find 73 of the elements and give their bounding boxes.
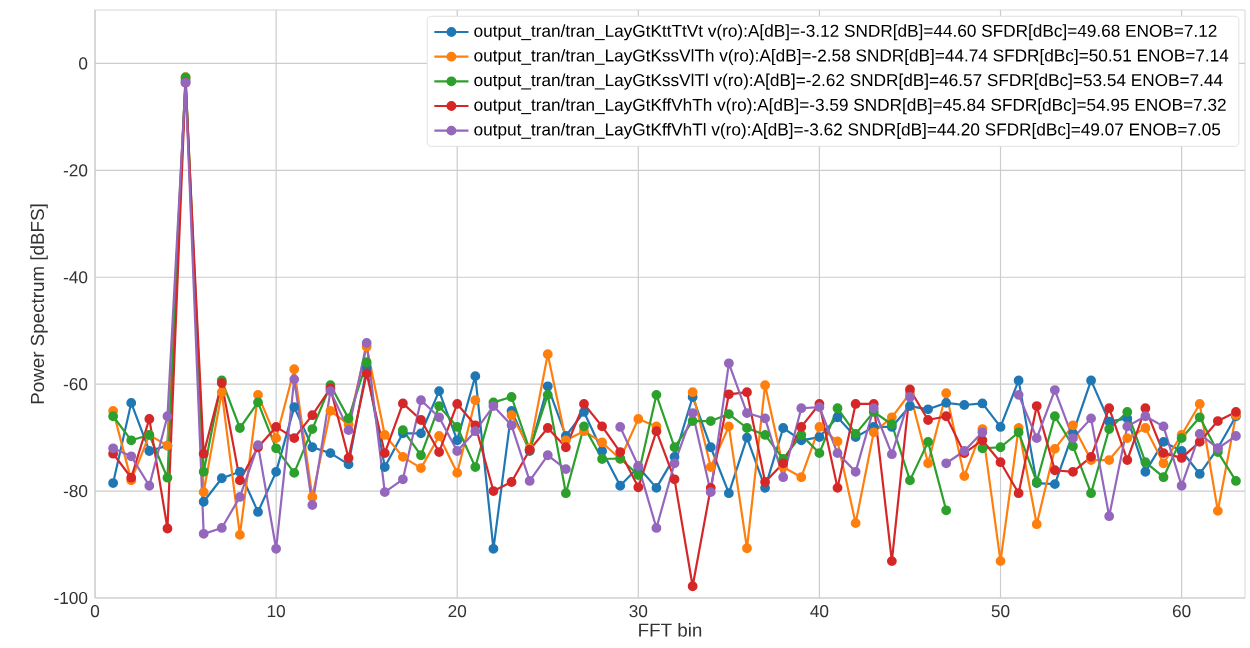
point [977,427,988,438]
point [1049,385,1060,395]
point [343,425,354,436]
point [198,528,209,539]
point [1031,433,1042,444]
point [379,487,390,498]
point [271,543,282,554]
point [905,392,915,402]
x-tick-label: 10 [267,605,285,618]
point [144,480,155,491]
point [778,472,789,483]
point [542,450,553,461]
y-tick-label: -60 [63,378,88,391]
legend-label: output_tran/tran_LayGtKffVhTl v(ro):A[dB]=-3.62 SNDR[dB]=44.20 SFDR[dBc]=49.07 ENOB=7.05 [474,122,1221,139]
y-tick-label: -80 [63,484,88,498]
point [1231,431,1241,441]
point [1104,511,1115,522]
point [669,458,680,469]
y-tick-label: -100 [54,591,88,605]
point [1068,433,1078,444]
x-tick-label: 40 [810,605,829,618]
point [560,464,571,475]
y-tick-label: -40 [63,271,88,284]
x-tick-label: 50 [991,605,1010,618]
x-tick-label: 20 [448,605,467,618]
y-tick-label: 0 [79,57,88,70]
point [488,401,499,411]
point [126,451,137,462]
point [941,458,952,469]
point [397,474,408,485]
point [615,422,626,432]
point [108,443,119,454]
point [1086,413,1096,424]
point [1194,428,1205,439]
point [216,523,227,533]
point [796,403,807,414]
x-axis-title: FFT bin [639,622,702,637]
point [307,500,318,510]
point [506,420,517,431]
point [1122,421,1133,432]
point [234,492,245,502]
point [760,413,770,424]
x-tick-label: 60 [1172,605,1191,618]
point [162,411,173,422]
point [651,523,662,533]
point [1158,421,1169,432]
point [705,487,716,498]
y-axis-title: Power Spectrum [dBFS] [30,204,48,404]
y-tick-label: -20 [63,164,88,177]
point [832,448,843,459]
point [1176,480,1187,491]
point [434,412,444,423]
point [687,408,698,418]
point [524,476,535,486]
point [886,449,897,460]
point [289,374,300,385]
point [723,358,734,369]
point [361,338,372,348]
x-tick-label: 30 [629,605,648,618]
legend-label: output_tran/tran_LayGtKffVhTh v(ro):A[dB]=-3.59 SNDR[dB]=45.84 SFDR[dBc]=54.95 ENOB=7.32 [474,98,1226,115]
point [470,426,481,437]
point [850,466,861,477]
legend-label: output_tran/tran_LayGtKssVlTl v(ro):A[dB]=-2.62 SNDR[dB]=46.57 SFDR[dBc]=53.54 ENOB=7.44 [474,73,1223,90]
point [814,402,825,413]
point [416,395,426,406]
point [742,408,752,418]
point [868,403,879,414]
legend-label: output_tran/tran_LayGtKssVlTh v(ro):A[dB]=-2.58 SNDR[dB]=44.74 SFDR[dBc]=50.51 ENOB=7.14 [474,48,1229,65]
legend-label: output_tran/tran_LayGtKttTtVt v(ro):A[dB]=-3.12 SNDR[dB]=44.60 SFDR[dBc]=49.68 ENOB=7.12 [474,24,1217,41]
point [452,446,463,456]
point [1013,389,1024,400]
point [1140,411,1151,422]
x-tick-label: 0 [90,605,100,618]
